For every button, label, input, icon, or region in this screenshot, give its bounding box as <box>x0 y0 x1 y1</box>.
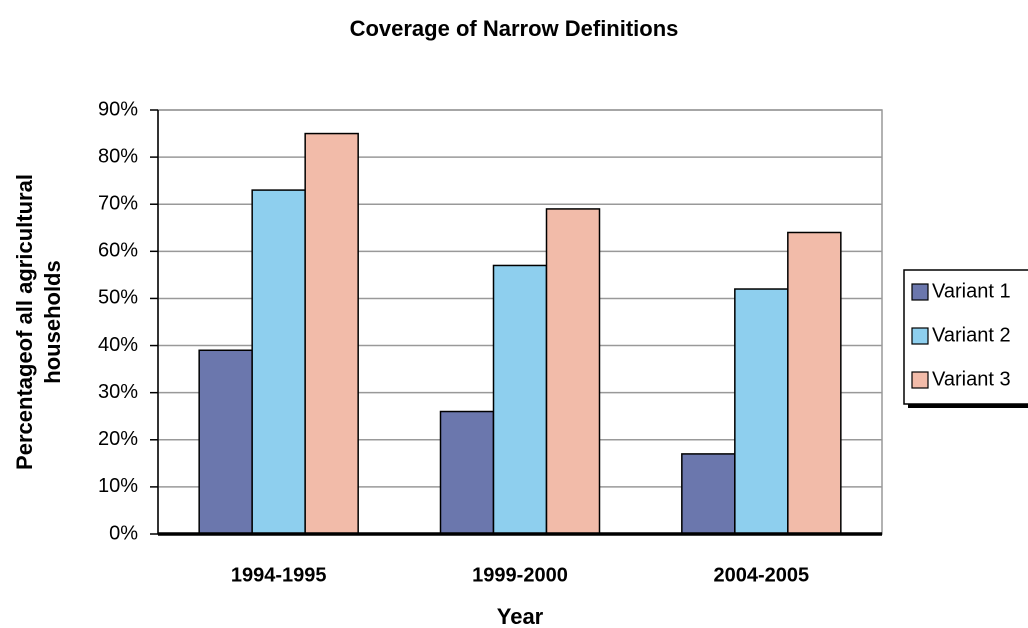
x-tick-label: 2004-2005 <box>714 564 810 586</box>
legend-swatch <box>911 327 929 345</box>
legend-swatch <box>911 371 929 389</box>
legend-swatch <box>911 283 929 301</box>
x-axis-label: Year <box>497 604 544 628</box>
bar <box>492 264 548 535</box>
x-tick-label: 1994-1995 <box>231 564 327 586</box>
legend-label: Variant 3 <box>932 368 1011 390</box>
y-tick-label: 30% <box>98 381 138 403</box>
y-tick-label: 40% <box>98 334 138 356</box>
bar <box>251 189 306 535</box>
bar <box>439 410 495 535</box>
bar <box>681 453 736 535</box>
x-tick-label: 1999-2000 <box>472 564 568 586</box>
bar <box>787 231 842 535</box>
y-axis-label: Percentageof all agricultural households <box>12 174 65 470</box>
legend-label: Variant 1 <box>932 280 1011 302</box>
y-tick-label: 60% <box>98 240 138 262</box>
y-tick-label: 70% <box>98 193 138 215</box>
bar <box>734 288 789 535</box>
y-axis-label-line: Percentageof all agricultural <box>12 174 37 470</box>
bar <box>198 349 253 535</box>
y-tick-label: 90% <box>98 98 138 120</box>
y-tick-label: 20% <box>98 428 138 450</box>
y-tick-label: 50% <box>98 287 138 309</box>
y-tick-label: 0% <box>109 522 138 544</box>
legend-label: Variant 2 <box>932 324 1011 346</box>
y-axis-label-line: households <box>40 260 65 383</box>
bar <box>304 132 359 535</box>
chart-title: Coverage of Narrow Definitions <box>350 16 679 41</box>
y-tick-label: 80% <box>98 145 138 167</box>
y-tick-label: 10% <box>98 475 138 497</box>
bar <box>545 208 601 535</box>
